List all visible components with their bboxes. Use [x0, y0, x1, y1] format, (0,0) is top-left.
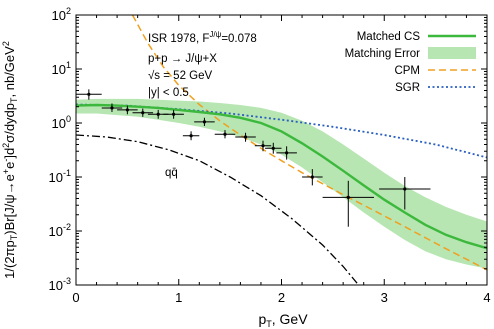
- data-point-marker: [271, 146, 275, 150]
- data-point: [379, 177, 431, 210]
- x-tick-label: 1: [175, 290, 182, 305]
- data-point-marker: [243, 135, 248, 139]
- data-point-marker: [403, 187, 407, 191]
- data-point-marker: [285, 151, 289, 155]
- legend-label: CPM: [394, 65, 420, 77]
- matched-cs-curve: [76, 103, 487, 250]
- legend-swatch: [428, 47, 476, 59]
- y-tick-label: 102: [52, 6, 71, 23]
- data-point: [254, 140, 272, 152]
- qqbar-curve: [76, 134, 360, 285]
- y-tick-label: 10-3: [49, 276, 71, 293]
- legend-label: SGR: [395, 82, 420, 94]
- data-point-marker: [172, 112, 176, 116]
- y-axis-label: 1/(2πpT)Br[J/ψ→e+e-]d2σ/dydpT, nb/GeV2: [1, 41, 19, 279]
- data-point-marker: [125, 108, 129, 112]
- data-point-marker: [261, 144, 265, 148]
- matching-error-band-layer: [76, 98, 487, 269]
- data-point: [276, 146, 297, 160]
- data-point-marker: [87, 92, 91, 96]
- data-point: [101, 103, 123, 112]
- data-point: [322, 180, 374, 227]
- y-tick-label: 100: [52, 114, 71, 131]
- data-points-layer: [76, 89, 431, 227]
- data-point-marker: [189, 134, 193, 138]
- annotation-process: p+p → J/ψ+X: [148, 53, 217, 65]
- legend-entry: Matching Error: [345, 47, 476, 60]
- y-tick-label: 101: [52, 60, 71, 77]
- legend-entry: SGR: [395, 82, 476, 94]
- data-point: [194, 117, 215, 126]
- annotation-block: ISR 1978, FJ/ψ=0.078 p+p → J/ψ+X √s = 52…: [148, 30, 257, 179]
- cpm-curve: [131, 15, 487, 271]
- legend-entry: Matched CS: [357, 31, 476, 43]
- data-point-marker: [156, 112, 160, 116]
- x-tick-label: 4: [483, 290, 490, 305]
- data-point: [182, 131, 200, 141]
- y-tick-label: 10-2: [49, 222, 71, 239]
- curve-layer: [76, 15, 487, 285]
- legend-label: Matched CS: [357, 31, 421, 43]
- data-point-marker: [346, 195, 350, 199]
- data-point: [302, 169, 323, 186]
- data-point: [117, 105, 138, 115]
- matching-error-band: [76, 98, 487, 269]
- legend: Matched CS Matching Error CPM SGR: [345, 31, 476, 94]
- x-tick-label: 2: [278, 290, 285, 305]
- annotation-rapidity: |y| < 0.5: [148, 87, 189, 99]
- x-tick-label: 3: [381, 290, 388, 305]
- annotation-energy: √s = 52 GeV: [148, 69, 212, 82]
- x-tick-label: 0: [72, 290, 79, 305]
- x-axis-label: pT, GeV: [258, 311, 308, 329]
- data-point: [132, 108, 154, 117]
- data-point-marker: [310, 175, 314, 179]
- y-tick-label: 10-1: [49, 168, 71, 185]
- data-point-marker: [141, 111, 145, 115]
- annotation-experiment: ISR 1978, FJ/ψ=0.078: [148, 30, 257, 45]
- data-point: [235, 132, 256, 142]
- annotation-qqbar: qq̄: [165, 167, 178, 179]
- data-point: [265, 142, 282, 154]
- axis-ticks: 0 1 2 3 4 10-3 10-2 10-1 100 101 102: [49, 6, 491, 305]
- data-point: [76, 89, 102, 100]
- legend-label: Matching Error: [345, 48, 421, 60]
- legend-entry: CPM: [394, 65, 476, 77]
- data-point-marker: [110, 106, 114, 110]
- data-point-marker: [223, 132, 227, 136]
- data-point: [163, 109, 184, 119]
- data-point: [214, 130, 236, 139]
- data-point-marker: [202, 120, 207, 124]
